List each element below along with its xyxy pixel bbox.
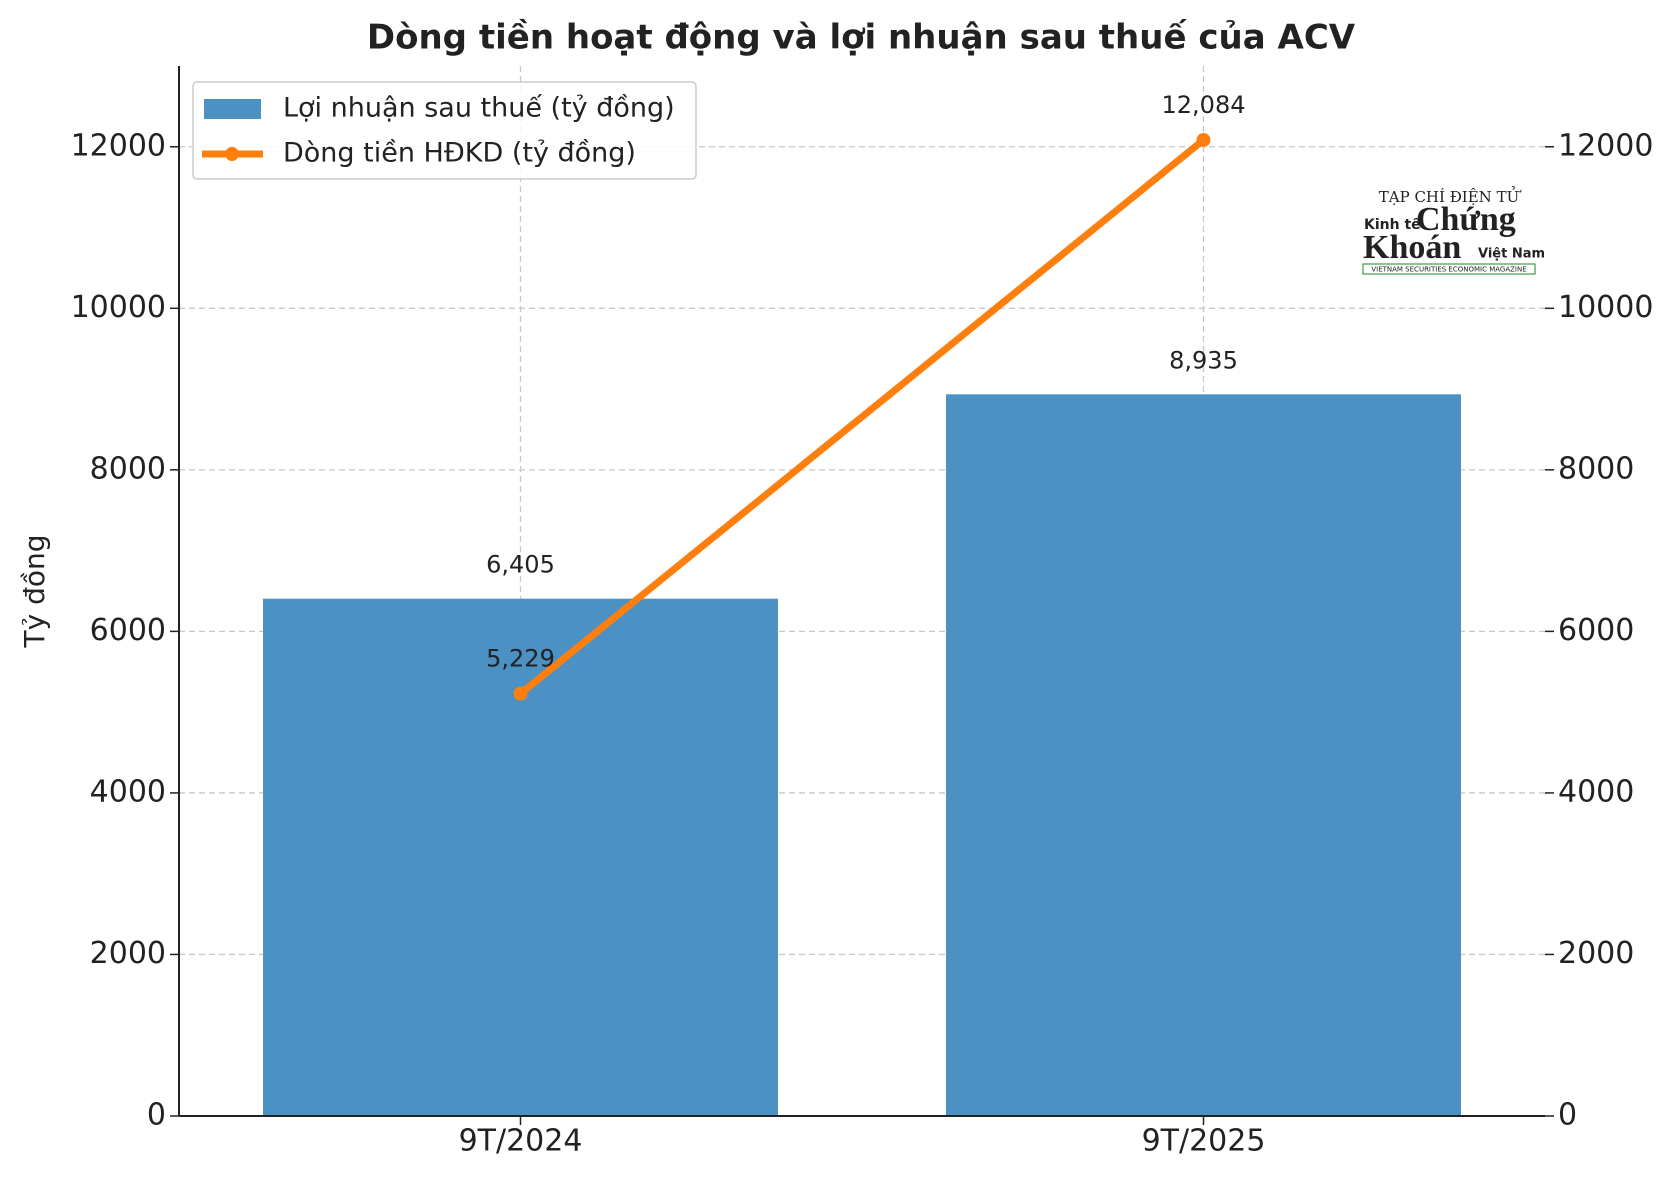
bar bbox=[263, 598, 778, 1116]
line-point bbox=[513, 686, 528, 701]
legend-box bbox=[192, 81, 697, 180]
y-tick-label: 12000 bbox=[71, 128, 166, 163]
legend-swatch bbox=[204, 99, 261, 119]
y-tick-label: 6000 bbox=[90, 613, 166, 648]
plot-area: 0 2000 4000 6000 8000 10000 12000 0 2000 4000 6000… bbox=[71, 66, 1653, 1159]
data-label: 8,935 bbox=[1169, 346, 1238, 374]
data-label: 6,405 bbox=[486, 551, 555, 579]
y2-tick-label: 12000 bbox=[1558, 128, 1653, 163]
data-label: 12,084 bbox=[1162, 91, 1246, 119]
logo-bottom: VIETNAM SECURITIES ECONOMIC MAGAZINE bbox=[1371, 266, 1526, 274]
logo-main: Chứng bbox=[1416, 201, 1516, 238]
y2-tick-label: 6000 bbox=[1558, 613, 1634, 648]
y2-tick-label: 4000 bbox=[1558, 774, 1634, 809]
data-label: 5,229 bbox=[486, 645, 555, 673]
line bbox=[518, 137, 1206, 697]
legend-swatch bbox=[225, 147, 239, 161]
chart-title: Dòng tiền hoạt động và lợi nhuận sau thu… bbox=[367, 18, 1356, 58]
y-tick-label: 0 bbox=[147, 1098, 166, 1133]
legend-label: Lợi nhuận sau thuế (tỷ đồng) bbox=[283, 93, 675, 124]
y2-tick-label: 0 bbox=[1558, 1098, 1577, 1133]
y2-tick-label: 2000 bbox=[1558, 936, 1634, 971]
x-tick-label: 9T/2024 bbox=[459, 1124, 583, 1159]
y-axis-label: Tỷ đồng bbox=[18, 535, 51, 649]
y-tick-label: 4000 bbox=[90, 774, 166, 809]
line-point bbox=[1196, 132, 1211, 147]
logo-main: Khoán bbox=[1363, 229, 1461, 266]
y-tick-label: 10000 bbox=[71, 290, 166, 325]
logo-left: Kinh tế bbox=[1364, 216, 1421, 233]
logo-frame bbox=[1362, 263, 1536, 275]
legend-label: Dòng tiền HĐKD (tỷ đồng) bbox=[283, 138, 636, 169]
logo-top: TẠP CHÍ ĐIỆN TỬ bbox=[1379, 186, 1522, 206]
y-tick-label: 2000 bbox=[90, 936, 166, 971]
logo-right: Việt Nam bbox=[1478, 247, 1545, 262]
logo: TẠP CHÍ ĐIỆN TỬ Kinh tế Chứng Khoán Việt… bbox=[1362, 186, 1545, 275]
y-tick-label: 8000 bbox=[90, 451, 166, 486]
bar bbox=[946, 394, 1461, 1117]
y2-tick-label: 8000 bbox=[1558, 451, 1634, 486]
y2-tick-label: 10000 bbox=[1558, 290, 1653, 325]
x-tick-label: 9T/2025 bbox=[1142, 1124, 1266, 1159]
legend: Lợi nhuận sau thuế (tỷ đồng) Dòng tiền HĐ… bbox=[192, 81, 697, 180]
